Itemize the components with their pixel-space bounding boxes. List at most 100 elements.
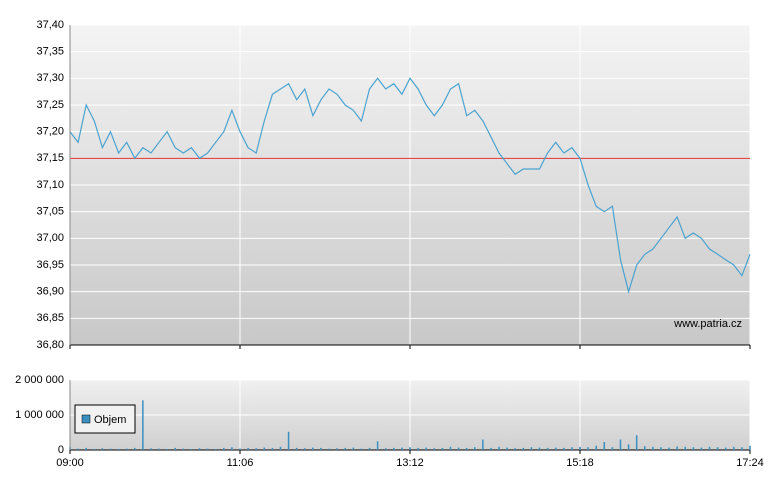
volume-bar [660, 447, 662, 450]
y-tick-label: 36,80 [36, 339, 64, 351]
price-chart: 36,80 36,85 36,90 36,95 37,00 37,05 37,10 37,15… [36, 19, 751, 351]
volume-bar [708, 446, 711, 450]
volume-bar [247, 447, 249, 450]
volume-bar [749, 445, 751, 450]
volume-bar [376, 441, 379, 450]
volume-bar [441, 447, 444, 450]
legend-box [74, 404, 136, 434]
volume-bar [174, 447, 176, 450]
volume-bar [603, 441, 606, 450]
y-tick-label: 37,00 [36, 232, 64, 244]
volume-bar [206, 448, 209, 450]
volume-bar [117, 448, 120, 450]
volume-bar [571, 447, 573, 450]
volume-bar [676, 446, 678, 450]
volume-bar [417, 447, 419, 450]
volume-bar [401, 447, 403, 450]
y-tick-label: 37,40 [36, 19, 64, 31]
volume-bar [716, 447, 719, 450]
volume-bar [231, 447, 233, 450]
volume-bar [295, 447, 298, 450]
volume-bar [627, 444, 630, 450]
y-tick-label: 36,90 [36, 286, 64, 298]
volume-bar [506, 447, 508, 450]
y-tick-label: 2 000 000 [15, 374, 64, 386]
volume-bar [538, 447, 541, 450]
y-tick-label: 37,05 [36, 206, 64, 218]
volume-bar [368, 447, 371, 450]
volume-bar [352, 447, 355, 450]
volume-bar [101, 448, 104, 450]
volume-bar [409, 447, 411, 450]
volume-bar [304, 448, 306, 450]
volume-bar [457, 447, 460, 450]
volume-bar [271, 447, 274, 450]
volume-bar [150, 448, 152, 450]
volume-bar [190, 448, 193, 450]
volume-bar [498, 446, 500, 450]
volume-chart: 0 1 000 000 2 000 000 09:00 11:06 13:12 15:18 1… [15, 374, 764, 469]
y-tick-label: 37,25 [36, 99, 64, 111]
volume-bar [85, 447, 87, 450]
volume-bar [554, 447, 557, 450]
volume-bar [109, 448, 112, 450]
volume-bar [635, 435, 638, 450]
x-tick-label: 11:06 [227, 457, 254, 469]
volume-bar [741, 447, 743, 450]
volume-bar [360, 448, 363, 450]
x-tick-label: 17:24 [736, 457, 764, 469]
volume-bar [449, 446, 452, 450]
volume-bar [287, 431, 290, 450]
y-tick-label: 1 000 000 [15, 409, 64, 421]
volume-bar [158, 448, 160, 450]
volume-bar [198, 448, 201, 450]
volume-bar [644, 446, 646, 450]
volume-bar [619, 439, 622, 450]
volume-bar [328, 448, 330, 450]
volume-bar [514, 448, 516, 450]
legend-label: Objem [94, 414, 126, 426]
x-tick-label: 15:18 [566, 457, 594, 469]
volume-bar [312, 447, 314, 450]
volume-bar [214, 448, 217, 450]
volume-bar [393, 447, 395, 450]
volume-bar [733, 446, 735, 450]
volume-bar [652, 446, 654, 450]
y-tick-label: 37,20 [36, 126, 64, 138]
volume-bar [587, 447, 589, 450]
volume-bar [384, 448, 387, 450]
y-tick-label: 36,85 [36, 312, 64, 324]
volume-bar [579, 446, 581, 450]
volume-bar [166, 448, 168, 450]
y-tick-label: 37,35 [36, 46, 64, 58]
volume-bar [490, 447, 492, 450]
volume-bar [142, 400, 144, 450]
volume-bar [465, 447, 468, 450]
volume-bar [134, 447, 136, 450]
volume-bar [425, 447, 427, 450]
legend-swatch [81, 414, 91, 424]
volume-bar [336, 448, 338, 450]
volume-bar [223, 447, 225, 450]
x-tick-label: 09:00 [56, 457, 84, 469]
volume-bar [684, 446, 686, 450]
watermark: www.patria.cz [673, 318, 742, 330]
volume-bar [692, 447, 695, 450]
volume-bar [433, 448, 436, 450]
volume-bar [182, 448, 185, 450]
volume-bar [724, 447, 727, 450]
x-tick-label: 13:12 [396, 457, 424, 469]
y-tick-label: 37,30 [36, 72, 64, 84]
volume-bar [482, 439, 484, 450]
volume-bar [344, 447, 346, 450]
y-tick-label: 37,15 [36, 152, 64, 164]
volume-bar [474, 447, 476, 450]
volume-bar [320, 447, 322, 450]
volume-bar [125, 448, 128, 450]
y-tick-label: 37,10 [36, 179, 64, 191]
volume-bar [239, 448, 241, 450]
volume-bar [595, 445, 597, 450]
volume-bar [279, 446, 282, 450]
y-tick-label: 36,95 [36, 259, 64, 271]
